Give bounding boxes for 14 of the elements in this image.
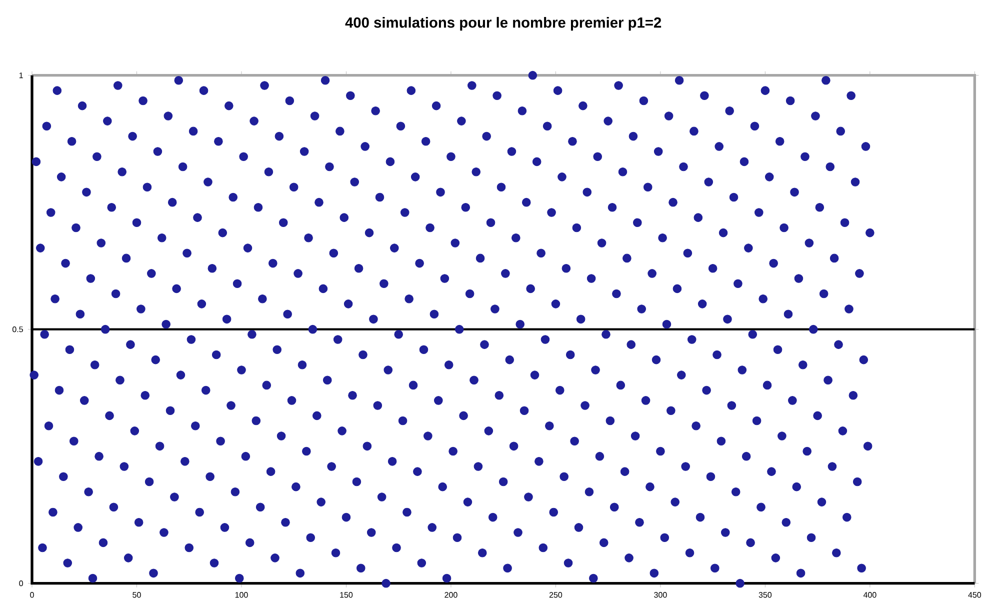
- x-tick-label: 0: [30, 592, 34, 598]
- x-tick-label: 400: [863, 592, 876, 598]
- x-tick-label: 300: [654, 592, 667, 598]
- x-tick-label: 250: [549, 592, 562, 598]
- x-tick-label: 50: [132, 592, 141, 598]
- x-tick-label: 350: [758, 592, 772, 598]
- x-tick-label: 450: [968, 592, 982, 598]
- y-tick-label: 0: [19, 580, 23, 586]
- x-tick-label: 200: [444, 592, 458, 598]
- x-tick-label: 150: [340, 592, 353, 598]
- x-tick-label: 100: [235, 592, 248, 598]
- y-tick-label: 1: [19, 72, 23, 78]
- chart-title: 400 simulations pour le nombre premier p1=2: [345, 16, 662, 31]
- y-tick-label: 0.5: [12, 326, 23, 332]
